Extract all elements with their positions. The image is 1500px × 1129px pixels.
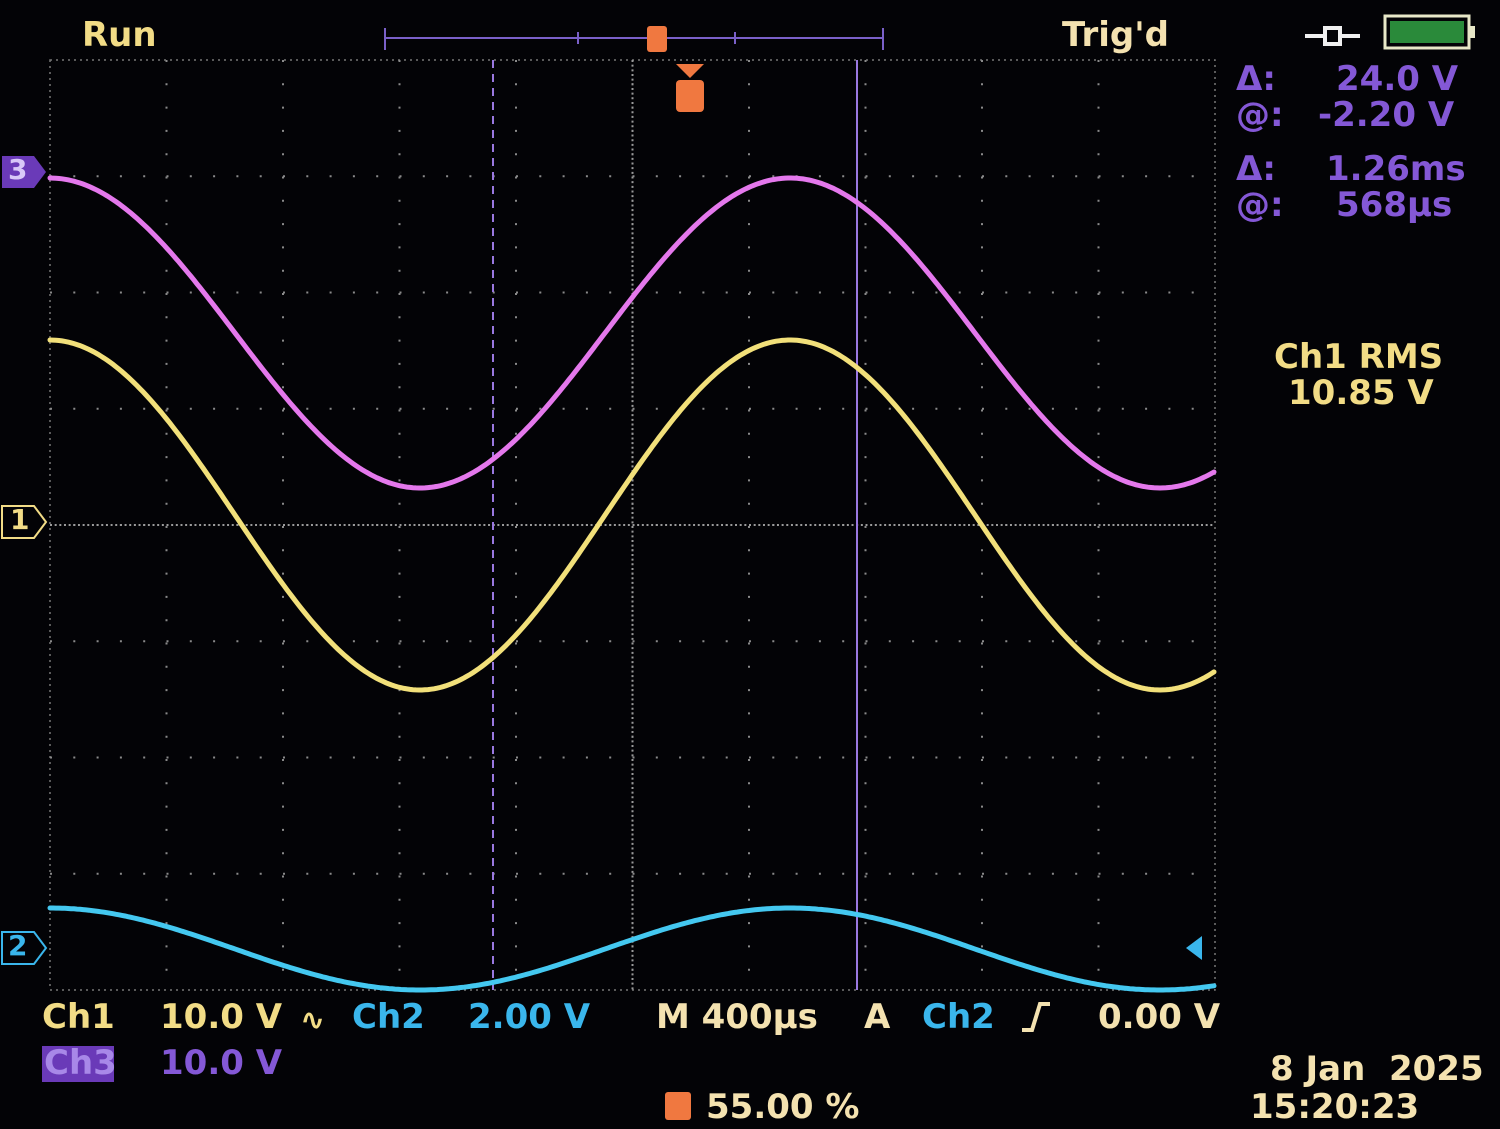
ch2-trace	[47, 905, 1217, 993]
ch3-marker	[2, 156, 46, 188]
record-bar	[384, 28, 884, 50]
timebase: M 400µs	[656, 997, 818, 1037]
trigger-arrow	[676, 64, 704, 78]
trigger-icon	[676, 80, 704, 112]
ch2-marker-label: 2	[8, 929, 28, 962]
time: 15:20:23	[1250, 1087, 1420, 1127]
ch3-label-bg	[42, 1046, 114, 1082]
cursor-value: -2.20 V	[1318, 95, 1455, 135]
run-status: Run	[82, 15, 157, 55]
ch3-scale: 10.0 V	[160, 1043, 283, 1083]
cursor-value: 1.26ms	[1326, 149, 1466, 189]
date: 8 Jan 2025	[1270, 1049, 1484, 1089]
trigger-pos-icon	[647, 26, 667, 52]
ch1-marker	[1, 505, 48, 539]
trigger-level-marker	[1186, 936, 1202, 960]
trigger-level: 0.00 V	[1098, 997, 1221, 1037]
cursor-label: @:	[1236, 185, 1284, 225]
ch3-label: Ch3	[44, 1043, 117, 1083]
cursor-value: 568µs	[1336, 185, 1453, 225]
traces	[47, 175, 1217, 993]
ch2-scale: 2.00 V	[468, 997, 591, 1037]
ch1-scale: 10.0 V	[160, 997, 283, 1037]
trigger-position: 55.00 %	[706, 1087, 860, 1127]
trigger-mode: A	[864, 997, 891, 1037]
cursor-value: 24.0 V	[1336, 59, 1459, 99]
ch1-marker-label: 1	[10, 503, 30, 536]
trigger-status: Trig'd	[1062, 15, 1169, 55]
trigger-pos-small-icon	[665, 1092, 691, 1120]
slope-symbol	[1022, 1002, 1050, 1032]
battery-tip	[1469, 26, 1475, 38]
trigger-source: Ch2	[922, 997, 995, 1037]
ch2-marker	[1, 931, 48, 965]
ch2-label: Ch2	[352, 997, 425, 1037]
battery-level	[1390, 21, 1464, 43]
ch3-trace	[47, 175, 1217, 491]
coupling-symbol: ∿	[300, 1003, 325, 1038]
ch1-label: Ch1	[42, 997, 115, 1037]
measurement-value: 10.85 V	[1288, 373, 1434, 413]
ch3-marker-label: 3	[8, 153, 28, 186]
power-icon	[1305, 26, 1360, 46]
cursor-label: Δ:	[1236, 59, 1276, 99]
ch1-trace	[47, 337, 1217, 693]
graticule	[49, 59, 1216, 991]
cursor-label: Δ:	[1236, 149, 1276, 189]
cursor-label: @:	[1236, 95, 1284, 135]
measurement-label: Ch1 RMS	[1274, 337, 1444, 377]
